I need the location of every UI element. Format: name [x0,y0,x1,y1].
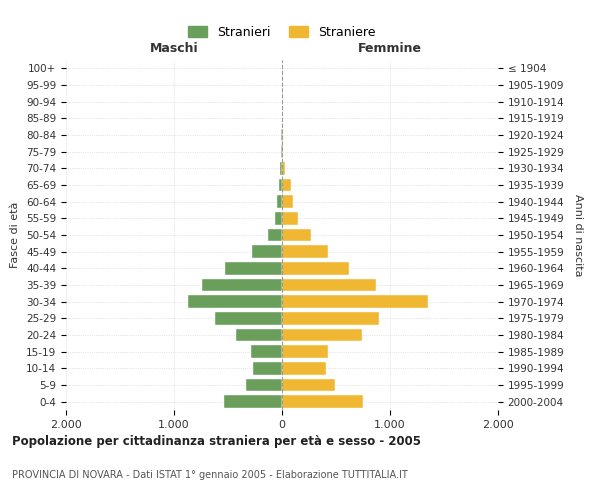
Bar [282,146,283,158]
Bar [282,296,428,308]
Bar [282,196,293,208]
Bar [282,346,328,358]
Bar [252,246,282,258]
Bar [282,329,362,341]
Bar [280,162,282,174]
Bar [282,246,328,258]
Bar [281,146,282,158]
Bar [188,296,282,308]
Bar [251,346,282,358]
Text: Maschi: Maschi [149,42,199,55]
Bar [224,396,282,408]
Bar [277,196,282,208]
Bar [282,379,335,391]
Bar [282,179,290,192]
Bar [215,312,282,324]
Bar [279,179,282,192]
Bar [275,212,282,224]
Legend: Stranieri, Straniere: Stranieri, Straniere [184,21,380,44]
Bar [282,162,285,174]
Bar [282,396,363,408]
Bar [282,362,326,374]
Bar [268,229,282,241]
Text: Femmine: Femmine [358,42,422,55]
Bar [282,129,283,141]
Text: Popolazione per cittadinanza straniera per età e sesso - 2005: Popolazione per cittadinanza straniera p… [12,435,421,448]
Bar [202,279,282,291]
Bar [282,229,311,241]
Text: PROVINCIA DI NOVARA - Dati ISTAT 1° gennaio 2005 - Elaborazione TUTTITALIA.IT: PROVINCIA DI NOVARA - Dati ISTAT 1° genn… [12,470,408,480]
Y-axis label: Anni di nascita: Anni di nascita [573,194,583,276]
Bar [282,212,298,224]
Y-axis label: Fasce di età: Fasce di età [10,202,20,268]
Bar [282,279,376,291]
Bar [282,262,349,274]
Bar [253,362,282,374]
Bar [282,312,379,324]
Bar [225,262,282,274]
Bar [247,379,282,391]
Bar [236,329,282,341]
